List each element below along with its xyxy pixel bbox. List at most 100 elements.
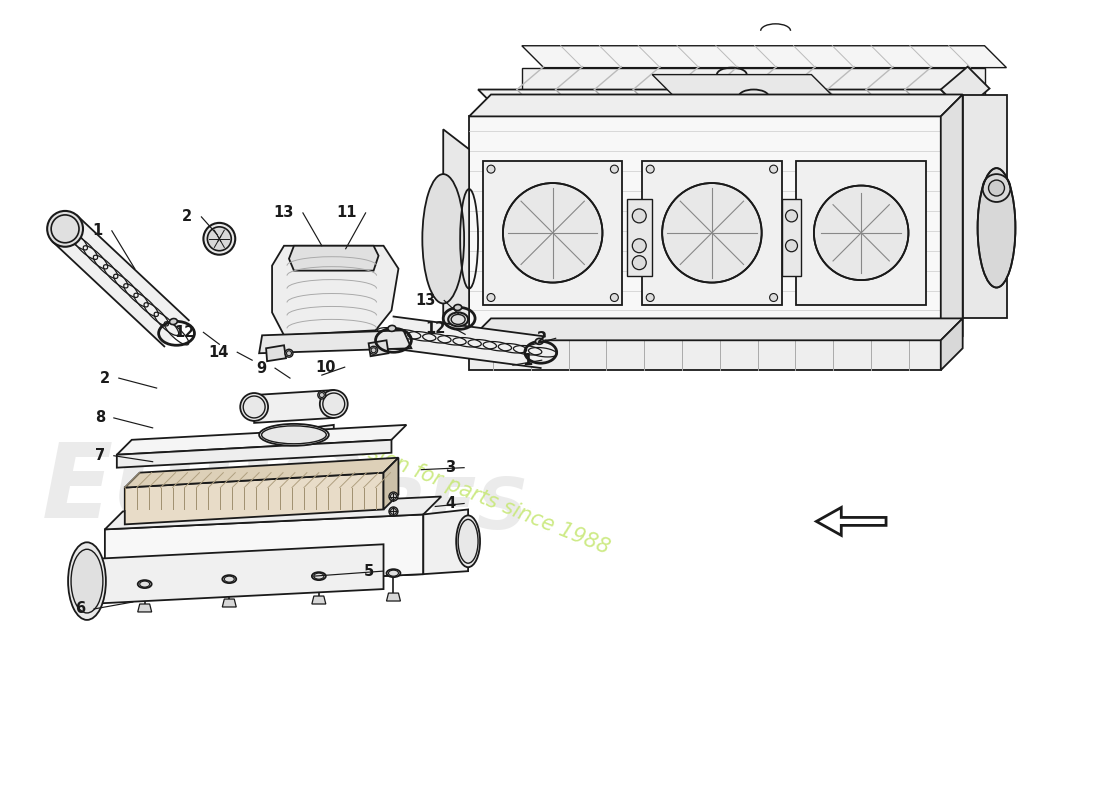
Polygon shape: [469, 318, 962, 340]
Polygon shape: [117, 425, 406, 454]
Ellipse shape: [770, 294, 778, 302]
Ellipse shape: [632, 256, 646, 270]
Text: 8: 8: [95, 410, 104, 426]
Polygon shape: [940, 318, 962, 370]
Ellipse shape: [138, 580, 152, 588]
Text: 11: 11: [337, 206, 356, 221]
Polygon shape: [272, 246, 398, 335]
Text: 1: 1: [92, 223, 103, 238]
Text: 6: 6: [75, 602, 85, 617]
Ellipse shape: [610, 294, 618, 302]
Polygon shape: [478, 111, 940, 116]
Polygon shape: [940, 66, 990, 111]
Polygon shape: [483, 161, 623, 306]
Text: 9: 9: [256, 361, 266, 376]
Ellipse shape: [989, 180, 1004, 196]
Ellipse shape: [260, 424, 329, 446]
Ellipse shape: [222, 575, 236, 583]
Polygon shape: [652, 74, 834, 97]
Text: 14: 14: [208, 345, 229, 360]
Polygon shape: [104, 514, 424, 589]
Ellipse shape: [68, 542, 106, 620]
Ellipse shape: [646, 294, 654, 302]
Polygon shape: [104, 497, 441, 530]
Ellipse shape: [785, 210, 798, 222]
Polygon shape: [260, 330, 411, 354]
Text: 4: 4: [446, 496, 455, 511]
Ellipse shape: [169, 318, 177, 325]
Polygon shape: [254, 390, 333, 423]
Polygon shape: [796, 161, 926, 306]
Polygon shape: [124, 473, 384, 524]
Polygon shape: [254, 425, 333, 460]
Ellipse shape: [536, 338, 543, 344]
Text: EURO: EURO: [42, 439, 366, 540]
Ellipse shape: [770, 165, 778, 173]
Polygon shape: [642, 161, 782, 306]
Polygon shape: [962, 94, 1008, 318]
Polygon shape: [521, 46, 1006, 68]
Polygon shape: [289, 246, 378, 270]
Ellipse shape: [285, 350, 293, 358]
Ellipse shape: [386, 569, 400, 577]
Ellipse shape: [47, 211, 82, 246]
Ellipse shape: [240, 393, 268, 421]
Ellipse shape: [662, 183, 761, 282]
Ellipse shape: [785, 240, 798, 252]
Polygon shape: [138, 604, 152, 612]
Ellipse shape: [814, 186, 909, 280]
Ellipse shape: [388, 326, 396, 331]
Ellipse shape: [632, 238, 646, 253]
Ellipse shape: [318, 391, 326, 399]
Ellipse shape: [208, 227, 231, 250]
Polygon shape: [478, 90, 962, 111]
Ellipse shape: [632, 209, 646, 223]
Text: 13: 13: [415, 293, 436, 308]
Text: 2: 2: [537, 331, 547, 346]
Polygon shape: [117, 440, 392, 468]
Text: 12: 12: [425, 321, 446, 336]
Ellipse shape: [389, 492, 398, 501]
Ellipse shape: [448, 313, 469, 326]
Text: a passion for parts since 1988: a passion for parts since 1988: [314, 422, 613, 558]
Polygon shape: [521, 68, 984, 94]
Text: 10: 10: [316, 360, 336, 374]
Polygon shape: [222, 599, 236, 607]
Text: 3: 3: [446, 460, 455, 475]
Text: 1: 1: [522, 353, 532, 368]
Ellipse shape: [389, 507, 398, 516]
Ellipse shape: [456, 515, 480, 567]
Ellipse shape: [454, 305, 462, 310]
Polygon shape: [104, 556, 441, 589]
Text: 7: 7: [95, 448, 104, 463]
Ellipse shape: [312, 572, 326, 580]
Polygon shape: [424, 510, 469, 574]
Text: 2: 2: [100, 370, 110, 386]
Polygon shape: [386, 593, 400, 601]
Ellipse shape: [978, 168, 1015, 287]
Polygon shape: [469, 94, 962, 116]
Ellipse shape: [320, 390, 348, 418]
Polygon shape: [627, 199, 652, 276]
Text: SPARES: SPARES: [218, 475, 529, 544]
Ellipse shape: [216, 226, 223, 232]
Polygon shape: [368, 340, 388, 356]
Polygon shape: [53, 216, 189, 346]
Polygon shape: [266, 346, 286, 361]
Polygon shape: [384, 458, 398, 510]
Text: 5: 5: [363, 564, 374, 578]
Polygon shape: [124, 458, 398, 487]
Polygon shape: [469, 340, 940, 370]
Ellipse shape: [370, 346, 377, 354]
Ellipse shape: [72, 550, 103, 613]
Polygon shape: [389, 317, 544, 368]
Text: 12: 12: [174, 325, 195, 340]
Polygon shape: [312, 596, 326, 604]
Ellipse shape: [422, 174, 464, 303]
Ellipse shape: [610, 165, 618, 173]
Ellipse shape: [487, 294, 495, 302]
Ellipse shape: [503, 183, 603, 282]
Polygon shape: [87, 544, 384, 604]
Ellipse shape: [646, 165, 654, 173]
Text: 2: 2: [183, 210, 192, 224]
